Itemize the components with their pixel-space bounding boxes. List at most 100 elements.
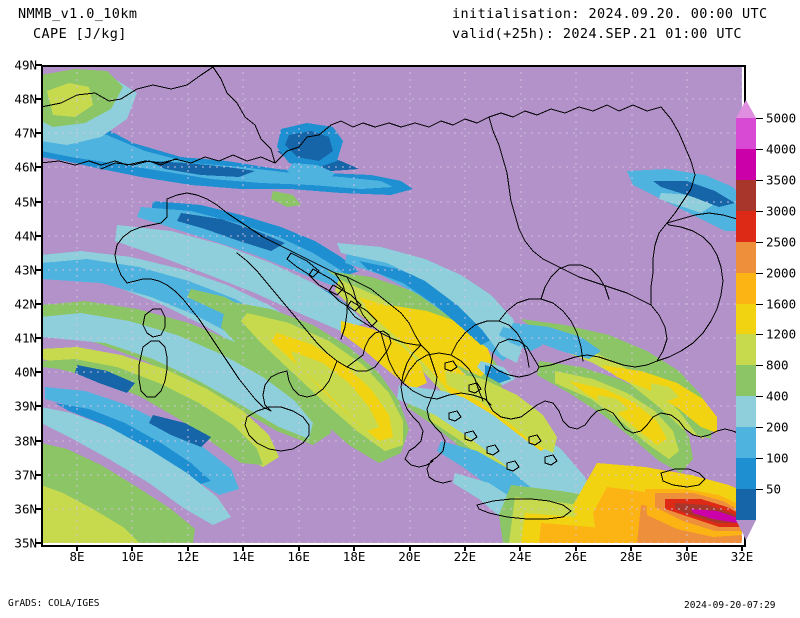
cape-colorbar: 50 100 200 400 800 1200 1600 2000 2500 3000 3500 40… [736, 100, 796, 540]
latitude-tick-label: 35N [14, 535, 37, 551]
longitude-tick-mark [297, 545, 300, 551]
latitude-tick-label: 40N [14, 364, 37, 380]
colorbar-band [736, 303, 756, 335]
longitude-tick-mark [353, 545, 356, 551]
colorbar-tick-mark [756, 396, 763, 398]
longitude-tick-mark [76, 545, 79, 551]
colorbar-band [736, 118, 756, 149]
colorbar-tick-label: 1200 [766, 326, 797, 342]
latitude-tick-mark [36, 200, 42, 203]
latitude-tick-label: 47N [14, 125, 37, 141]
latitude-tick-label: 42N [14, 296, 37, 312]
latitude-tick-mark [36, 542, 42, 544]
longitude-tick-mark [741, 545, 743, 551]
valid-time: valid(+25h): 2024.SEP.21 01:00 UTC [452, 26, 742, 42]
longitude-tick-label: 18E [342, 549, 366, 564]
latitude-tick-label: 45N [14, 194, 37, 210]
latitude-tick-label: 46N [14, 159, 37, 175]
latitude-tick-label: 38N [14, 433, 37, 449]
colorbar-tick-mark [756, 148, 763, 150]
cape-map-plot [41, 65, 742, 543]
colorbar-band [736, 179, 756, 211]
colorbar-tick-mark [756, 241, 763, 243]
colorbar-tick-label: 2000 [766, 265, 797, 281]
latitude-tick-mark [36, 166, 42, 169]
colorbar-bottom-cap [736, 520, 756, 540]
longitude-tick-mark [685, 545, 688, 551]
colorbar-band [736, 210, 756, 242]
longitude-tick-label: 26E [564, 549, 588, 564]
latitude-tick-mark [36, 473, 42, 476]
colorbar-band [736, 148, 756, 180]
longitude-tick-mark [630, 545, 633, 551]
latitude-tick-label: 41N [14, 330, 37, 346]
colorbar-tick-mark [756, 427, 763, 429]
colorbar-tick-mark [756, 303, 763, 305]
colorbar-tick-label: 400 [766, 388, 789, 404]
latitude-tick-mark [36, 337, 42, 340]
variable-label: CAPE [J/kg] [33, 26, 127, 42]
initialisation-time: initialisation: 2024.09.20. 00:00 UTC [452, 6, 768, 22]
colorbar-tick-mark [756, 210, 763, 212]
latitude-tick-label: 48N [14, 91, 37, 107]
colorbar-band [736, 334, 756, 366]
longitude-tick-mark [408, 545, 411, 551]
colorbar-band [736, 427, 756, 459]
latitude-tick-mark [36, 405, 42, 408]
longitude-tick-label: 22E [453, 549, 477, 564]
longitude-tick-mark [519, 545, 522, 551]
longitude-tick-label: 16E [287, 549, 310, 564]
latitude-tick-mark [36, 303, 42, 305]
longitude-tick-label: 14E [231, 549, 255, 564]
latitude-tick-label: 49N [14, 57, 37, 73]
colorbar-tick-mark [756, 118, 763, 119]
longitude-tick-label: 8E [69, 549, 85, 564]
latitude-tick-mark [36, 371, 42, 374]
longitude-tick-mark [574, 545, 577, 551]
latitude-tick-mark [36, 268, 42, 271]
longitude-tick-label: 28E [619, 549, 643, 564]
grads-credit: GrADS: COLA/IGES [8, 598, 100, 609]
latitude-tick-mark [36, 234, 42, 237]
colorbar-tick-label: 5000 [766, 110, 797, 126]
longitude-tick-label: 20E [398, 549, 421, 564]
longitude-tick-label: 32E [730, 549, 754, 564]
longitude-tick-mark [131, 545, 134, 551]
latitude-tick-mark [36, 507, 42, 510]
colorbar-tick-label: 100 [766, 450, 789, 466]
longitude-tick-label: 12E [176, 549, 200, 564]
colorbar-tick-mark [756, 365, 763, 367]
longitude-tick-mark [242, 545, 245, 551]
colorbar-band [736, 458, 756, 490]
colorbar-tick-label: 3000 [766, 203, 797, 219]
latitude-axis: 49N 48N 47N 46N 45N 44N 43N 42N 41N 40N 39N 38N 37N 3… [0, 0, 37, 618]
colorbar-top-cap [736, 100, 756, 118]
longitude-tick-label: 24E [509, 549, 532, 564]
longitude-tick-label: 30E [675, 549, 698, 564]
longitude-tick-label: 10E [121, 549, 144, 564]
latitude-tick-mark [36, 98, 42, 101]
latitude-tick-label: 44N [14, 228, 37, 244]
colorbar-tick-mark [756, 458, 763, 460]
colorbar-tick-mark [756, 489, 763, 491]
colorbar-tick-mark [756, 179, 763, 181]
colorbar-tick-label: 2500 [766, 234, 797, 250]
colorbar-band [736, 489, 756, 520]
render-stamp: 2024-09-20-07:29 [684, 600, 776, 611]
colorbar-tick-label: 4000 [766, 141, 797, 157]
latitude-tick-mark [36, 64, 42, 66]
latitude-tick-mark [36, 132, 42, 135]
colorbar-band [736, 396, 756, 428]
colorbar-band [736, 365, 756, 397]
model-title: NMMB_v1.0_10km [18, 6, 138, 22]
colorbar-tick-label: 3500 [766, 172, 797, 188]
colorbar-tick-label: 50 [766, 481, 782, 497]
longitude-tick-mark [463, 545, 466, 551]
colorbar-band [736, 272, 756, 304]
colorbar-tick-mark [756, 272, 763, 274]
latitude-tick-label: 43N [14, 262, 37, 278]
latitude-tick-label: 36N [14, 501, 37, 517]
latitude-tick-label: 37N [14, 467, 37, 483]
colorbar-band [736, 241, 756, 273]
